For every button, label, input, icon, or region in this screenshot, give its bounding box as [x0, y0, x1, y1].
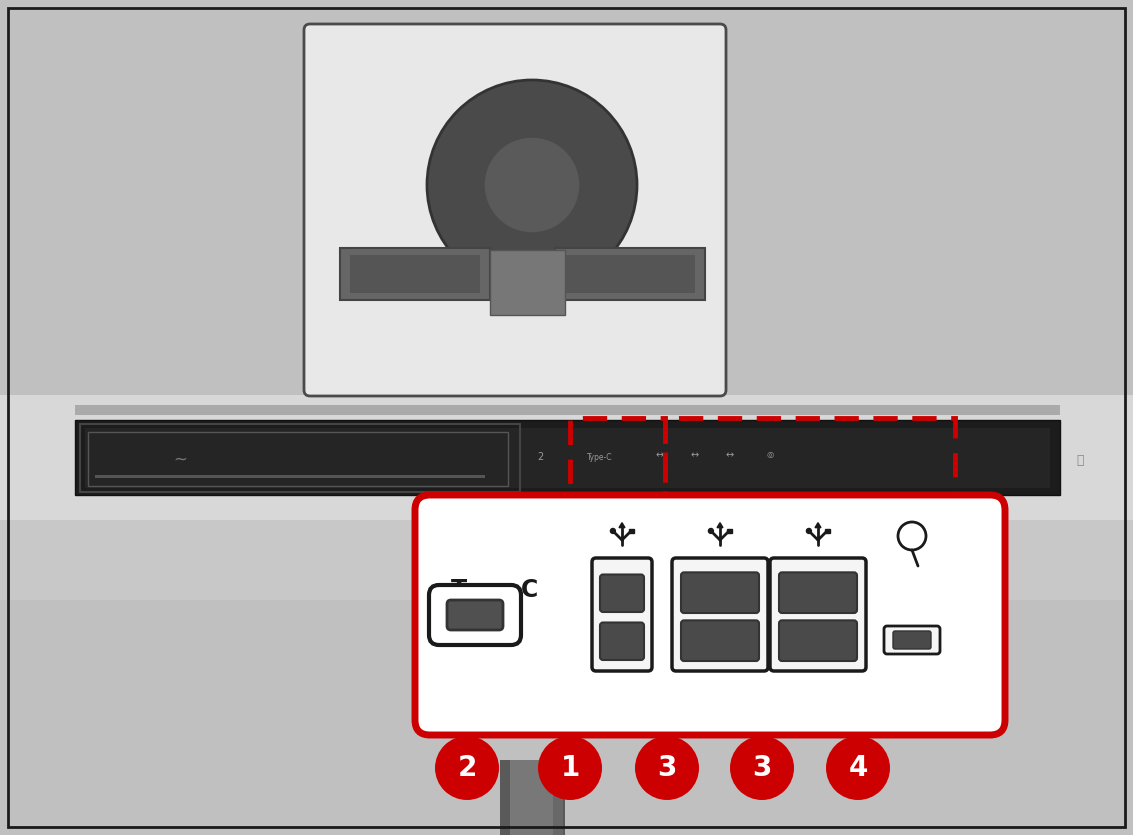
Bar — [350, 255, 480, 293]
FancyBboxPatch shape — [429, 585, 521, 645]
Bar — [85, 428, 1050, 488]
FancyBboxPatch shape — [884, 626, 940, 654]
Text: Type C: Type C — [451, 578, 538, 602]
FancyBboxPatch shape — [415, 495, 1005, 735]
Text: 2: 2 — [458, 754, 477, 782]
Text: Type-C: Type-C — [587, 453, 613, 462]
Polygon shape — [717, 523, 723, 528]
FancyBboxPatch shape — [593, 558, 651, 671]
Text: 4: 4 — [849, 754, 868, 782]
Bar — [825, 529, 829, 533]
Bar — [340, 248, 489, 300]
Circle shape — [485, 138, 579, 232]
FancyBboxPatch shape — [304, 24, 726, 396]
Circle shape — [427, 80, 637, 290]
Circle shape — [538, 736, 602, 800]
Text: 3: 3 — [752, 754, 772, 782]
FancyBboxPatch shape — [600, 574, 644, 612]
Text: ~: ~ — [173, 451, 187, 469]
Circle shape — [634, 736, 699, 800]
Bar — [80, 424, 520, 492]
Bar — [0, 520, 1133, 600]
Bar — [555, 248, 705, 300]
Bar — [95, 475, 485, 478]
Bar — [88, 432, 508, 486]
Circle shape — [826, 736, 891, 800]
Bar — [510, 760, 555, 835]
FancyBboxPatch shape — [780, 572, 857, 613]
FancyBboxPatch shape — [770, 558, 866, 671]
Bar — [489, 250, 565, 315]
Bar — [0, 395, 1133, 525]
Text: 🔒: 🔒 — [1076, 453, 1084, 467]
Text: ↔: ↔ — [691, 450, 699, 460]
Polygon shape — [815, 523, 821, 528]
Circle shape — [807, 529, 811, 534]
Circle shape — [611, 529, 615, 534]
Circle shape — [435, 736, 499, 800]
Text: ◎: ◎ — [766, 451, 774, 459]
Bar — [75, 420, 1060, 495]
Circle shape — [730, 736, 794, 800]
FancyBboxPatch shape — [780, 620, 857, 661]
Text: 3: 3 — [657, 754, 676, 782]
FancyBboxPatch shape — [600, 623, 644, 660]
FancyBboxPatch shape — [448, 600, 503, 630]
FancyBboxPatch shape — [681, 620, 759, 661]
Bar — [75, 405, 1060, 415]
Text: 1: 1 — [561, 754, 580, 782]
Circle shape — [708, 529, 714, 534]
Text: 2: 2 — [537, 452, 543, 462]
Text: ↔: ↔ — [726, 450, 734, 460]
Polygon shape — [619, 523, 625, 528]
FancyBboxPatch shape — [672, 558, 768, 671]
Bar — [553, 760, 563, 835]
Text: ↔: ↔ — [656, 450, 664, 460]
Bar — [500, 760, 565, 835]
FancyBboxPatch shape — [681, 572, 759, 613]
Bar — [629, 529, 633, 533]
FancyBboxPatch shape — [893, 631, 931, 649]
Bar — [565, 255, 695, 293]
Bar — [726, 529, 732, 533]
